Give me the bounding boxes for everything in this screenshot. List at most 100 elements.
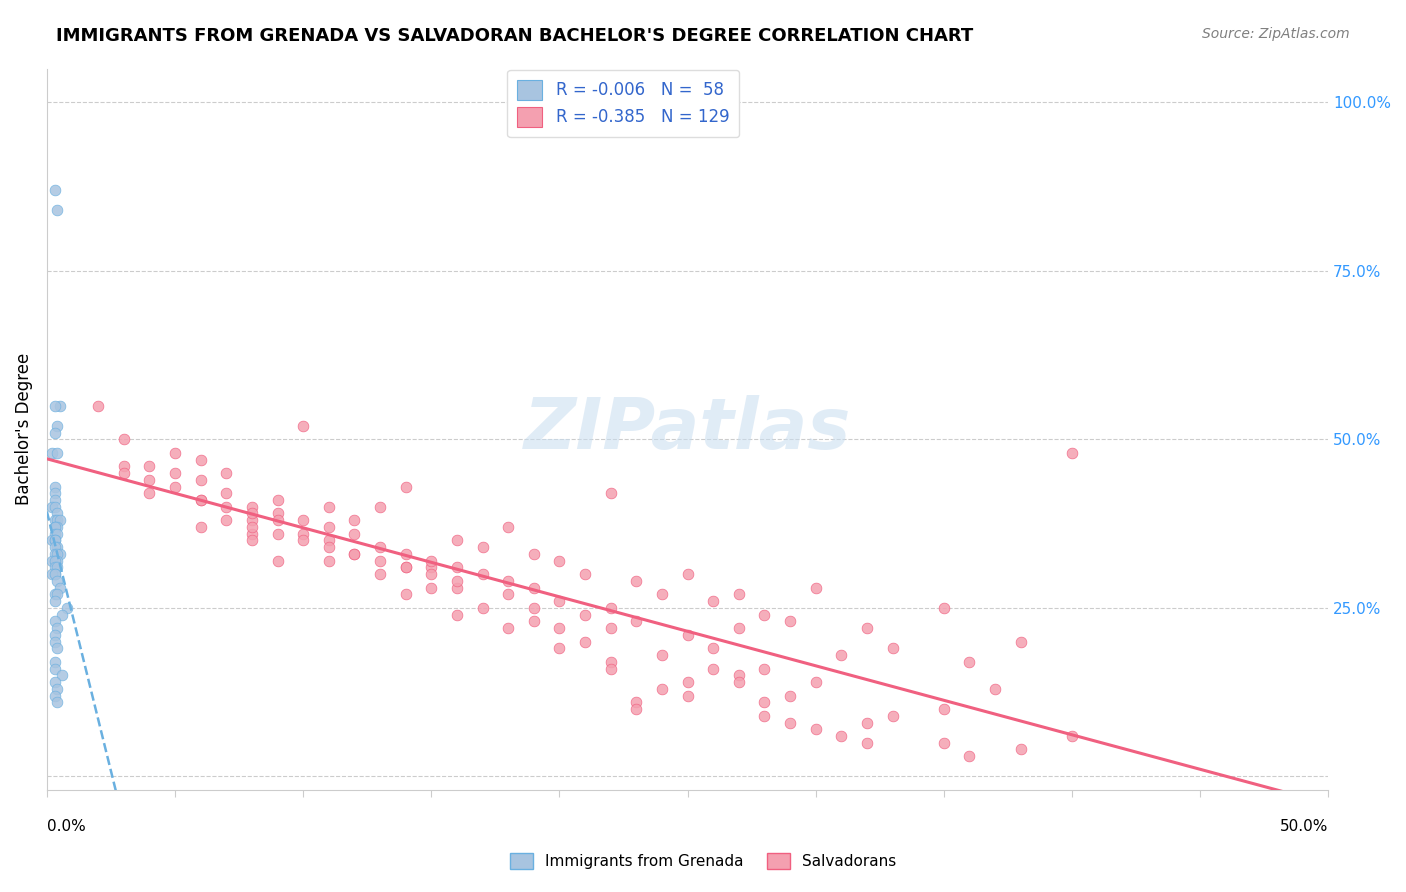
Point	[44, 634, 66, 648]
Text: IMMIGRANTS FROM GRENADA VS SALVADORAN BACHELOR'S DEGREE CORRELATION CHART: IMMIGRANTS FROM GRENADA VS SALVADORAN BA…	[56, 27, 973, 45]
Point	[44, 662, 66, 676]
Point	[626, 615, 648, 629]
Legend: Immigrants from Grenada, Salvadorans: Immigrants from Grenada, Salvadorans	[503, 847, 903, 875]
Point	[446, 607, 468, 622]
Point	[44, 567, 66, 582]
Point	[48, 399, 70, 413]
Point	[44, 615, 66, 629]
Point	[496, 587, 519, 601]
Point	[420, 567, 443, 582]
Point	[240, 500, 263, 514]
Point	[523, 547, 546, 561]
Point	[292, 533, 315, 548]
Point	[44, 479, 66, 493]
Point	[1010, 634, 1032, 648]
Point	[51, 668, 73, 682]
Point	[240, 520, 263, 534]
Point	[44, 628, 66, 642]
Point	[471, 600, 494, 615]
Point	[41, 533, 63, 548]
Point	[44, 513, 66, 527]
Point	[240, 513, 263, 527]
Point	[318, 540, 340, 554]
Point	[395, 587, 418, 601]
Point	[44, 554, 66, 568]
Point	[1060, 446, 1083, 460]
Point	[41, 567, 63, 582]
Point	[240, 533, 263, 548]
Point	[368, 554, 391, 568]
Point	[41, 446, 63, 460]
Text: 50.0%: 50.0%	[1279, 819, 1329, 834]
Point	[754, 708, 776, 723]
Point	[46, 520, 69, 534]
Point	[856, 621, 879, 635]
Point	[44, 183, 66, 197]
Point	[676, 689, 699, 703]
Point	[1060, 729, 1083, 743]
Point	[727, 621, 749, 635]
Point	[882, 708, 904, 723]
Y-axis label: Bachelor's Degree: Bachelor's Degree	[15, 353, 32, 506]
Point	[46, 513, 69, 527]
Point	[343, 513, 366, 527]
Point	[190, 452, 212, 467]
Point	[292, 418, 315, 433]
Point	[44, 520, 66, 534]
Point	[599, 662, 621, 676]
Point	[651, 648, 673, 662]
Point	[48, 581, 70, 595]
Point	[318, 500, 340, 514]
Point	[46, 507, 69, 521]
Point	[44, 493, 66, 508]
Point	[574, 634, 596, 648]
Point	[727, 675, 749, 690]
Point	[44, 540, 66, 554]
Point	[548, 554, 571, 568]
Point	[112, 459, 135, 474]
Point	[548, 641, 571, 656]
Point	[676, 628, 699, 642]
Point	[626, 695, 648, 709]
Point	[856, 736, 879, 750]
Point	[44, 500, 66, 514]
Point	[46, 621, 69, 635]
Point	[266, 526, 288, 541]
Point	[44, 425, 66, 440]
Point	[190, 473, 212, 487]
Point	[804, 723, 827, 737]
Point	[51, 607, 73, 622]
Point	[496, 621, 519, 635]
Point	[626, 574, 648, 588]
Point	[830, 729, 852, 743]
Point	[48, 547, 70, 561]
Point	[702, 662, 724, 676]
Point	[44, 560, 66, 574]
Point	[46, 681, 69, 696]
Point	[266, 513, 288, 527]
Point	[676, 675, 699, 690]
Point	[44, 520, 66, 534]
Point	[574, 607, 596, 622]
Point	[343, 526, 366, 541]
Point	[727, 668, 749, 682]
Point	[87, 399, 110, 413]
Point	[651, 587, 673, 601]
Legend: R = -0.006   N =  58, R = -0.385   N = 129: R = -0.006 N = 58, R = -0.385 N = 129	[508, 70, 740, 137]
Point	[446, 533, 468, 548]
Point	[163, 446, 186, 460]
Point	[46, 547, 69, 561]
Point	[44, 533, 66, 548]
Point	[138, 473, 160, 487]
Point	[420, 560, 443, 574]
Point	[44, 533, 66, 548]
Point	[523, 600, 546, 615]
Point	[779, 715, 801, 730]
Point	[46, 418, 69, 433]
Point	[599, 655, 621, 669]
Point	[44, 526, 66, 541]
Point	[318, 554, 340, 568]
Point	[471, 540, 494, 554]
Point	[395, 560, 418, 574]
Point	[240, 507, 263, 521]
